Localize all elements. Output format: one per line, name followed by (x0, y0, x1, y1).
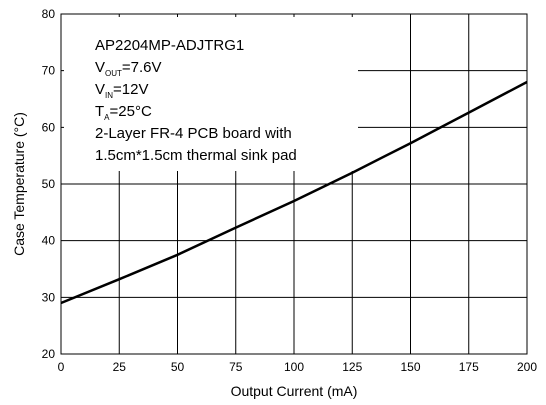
x-tick-label: 0 (58, 360, 65, 374)
x-tick-label: 175 (459, 360, 479, 374)
x-tick-label: 200 (517, 360, 537, 374)
annotation-background (64, 17, 358, 171)
y-axis-label: Case Temperature (°C) (11, 112, 27, 256)
annotation-ta: TA=25°C (95, 103, 152, 122)
x-tick-label: 150 (400, 360, 420, 374)
x-tick-label: 50 (171, 360, 185, 374)
y-tick-label: 20 (42, 347, 56, 361)
y-tick-label: 80 (42, 7, 56, 21)
x-tick-label: 125 (342, 360, 362, 374)
y-tick-label: 70 (42, 64, 56, 78)
x-tick-label: 100 (284, 360, 304, 374)
annotation-part-number: AP2204MP-ADJTRG1 (95, 37, 244, 54)
annotation-vout: VOUT=7.6V (95, 59, 162, 78)
x-tick-label: 75 (229, 360, 243, 374)
series-line (60, 80, 528, 305)
x-tick-label: 25 (113, 360, 127, 374)
tick-labels: 0 25 50 75 100 125 150 175 200 20 30 40 50 60 70 80 (42, 7, 538, 374)
annotation-vin: VIN=12V (95, 81, 148, 100)
y-tick-label: 40 (42, 234, 56, 248)
annotation-board-line2: 1.5cm*1.5cm thermal sink pad (95, 147, 297, 164)
annotation-board-line1: 2-Layer FR-4 PCB board with (95, 125, 292, 142)
plot-frame (60, 13, 528, 355)
y-tick-label: 50 (42, 177, 56, 191)
y-tick-label: 60 (42, 120, 56, 134)
annotation-box: AP2204MP-ADJTRG1 VOUT=7.6V VIN=12V TA=25… (95, 37, 297, 164)
y-tick-label: 30 (42, 290, 56, 304)
x-axis-label: Output Current (mA) (231, 383, 358, 399)
